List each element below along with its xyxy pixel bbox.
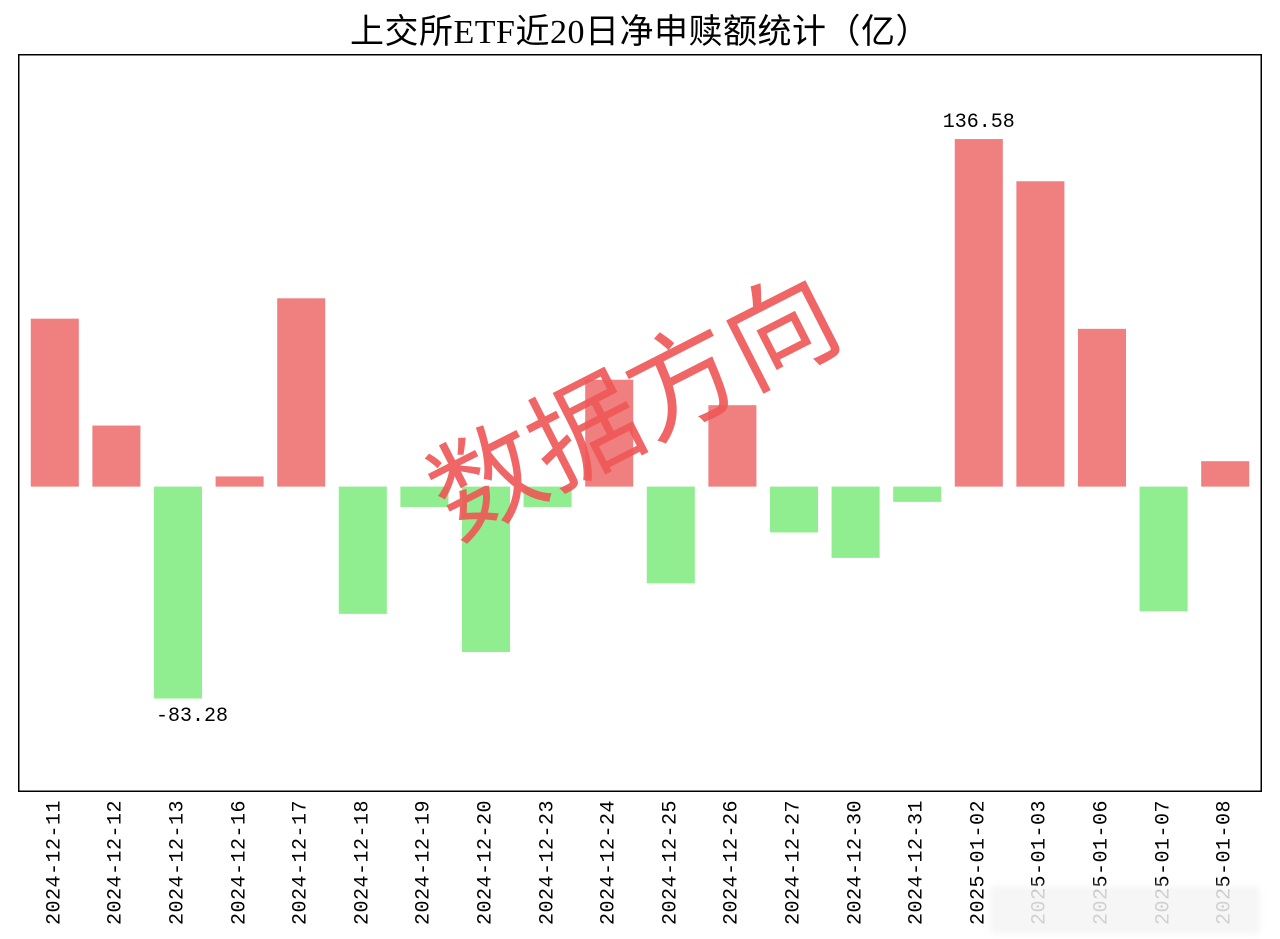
x-axis-label: 2025-01-02 (967, 800, 990, 925)
blur-patch (990, 886, 1260, 934)
bar (1201, 461, 1249, 486)
bar (31, 319, 79, 487)
plot-area: 数据方向 136.58 -83.28 (18, 54, 1262, 792)
x-axis-label: 2024-12-20 (475, 800, 498, 925)
x-axis-label: 2024-12-19 (413, 800, 436, 925)
chart-title: 上交所ETF近20日净申赎额统计（亿） (0, 0, 1280, 53)
x-axis-label: 2024-12-31 (906, 800, 929, 925)
x-axis-label: 2024-12-26 (721, 800, 744, 925)
chart-page: { "chart": { "type": "bar", "title": "上交… (0, 0, 1280, 939)
x-axis-label: 2024-12-24 (598, 800, 621, 925)
bar (1016, 181, 1064, 486)
bar (585, 380, 633, 487)
min-value-label: -83.28 (156, 705, 228, 728)
x-axis-label: 2024-12-18 (351, 800, 374, 925)
bar (92, 426, 140, 487)
bar (524, 487, 572, 507)
bar (1078, 329, 1126, 487)
bar (955, 139, 1003, 487)
bar (277, 298, 325, 486)
bar (893, 487, 941, 502)
x-axis-label: 2024-12-13 (167, 800, 190, 925)
bar (462, 487, 510, 652)
bar (647, 487, 695, 584)
bar (708, 405, 756, 486)
bar (339, 487, 387, 614)
x-axis-label: 2024-12-30 (844, 800, 867, 925)
bar (154, 487, 202, 699)
x-axis-label: 2024-12-12 (105, 800, 128, 925)
x-axis-label: 2024-12-25 (659, 800, 682, 925)
x-axis-label: 2024-12-11 (43, 800, 66, 925)
x-axis-label: 2024-12-27 (783, 800, 806, 925)
x-axis-label: 2024-12-16 (228, 800, 251, 925)
x-axis-label: 2024-12-23 (536, 800, 559, 925)
bar (1140, 487, 1188, 612)
bar (216, 476, 264, 486)
bar (400, 487, 448, 507)
max-value-label: 136.58 (943, 111, 1015, 134)
x-axis-label: 2024-12-17 (290, 800, 313, 925)
bar (770, 487, 818, 533)
bar (832, 487, 880, 558)
plot-svg (18, 54, 1262, 792)
